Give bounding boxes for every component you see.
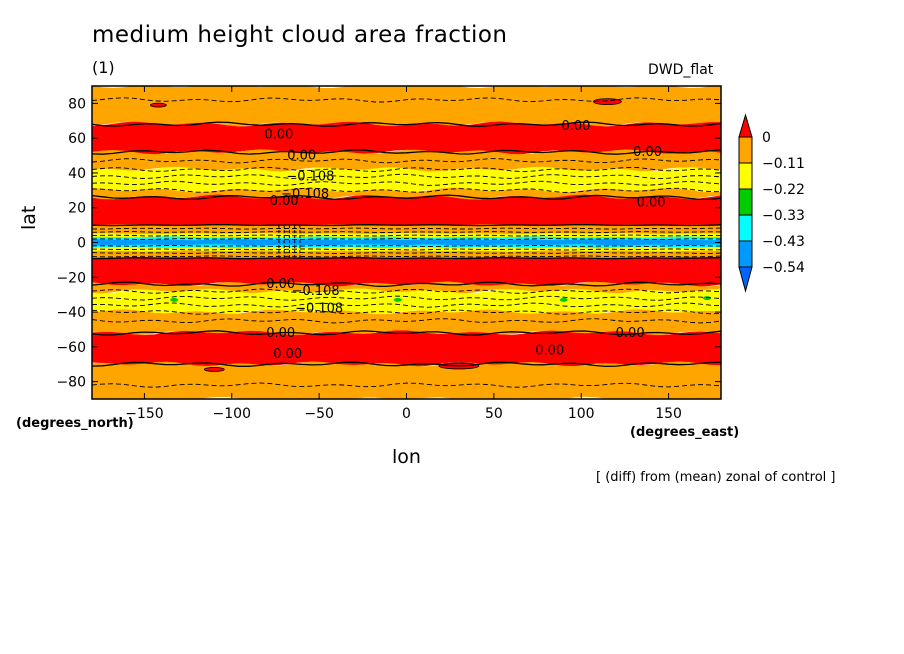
- y-tick-label: 20: [68, 201, 86, 217]
- contour-label: −0.108: [292, 284, 340, 299]
- chart-subtitle: (1): [92, 58, 115, 77]
- contour-label: 0.00: [266, 326, 295, 341]
- x-tick-label: 50: [485, 406, 503, 422]
- colorbar-label: 0: [762, 130, 771, 146]
- band-9: [92, 239, 721, 246]
- contour-line: [92, 252, 721, 254]
- colorbar: 0 −0.11 −0.22 −0.33 −0.43 −0.54: [738, 113, 805, 293]
- y-tick-label: 80: [68, 96, 86, 112]
- green-speck: [393, 297, 402, 302]
- x-tick-label: −50: [304, 406, 334, 422]
- y-axis-units: (degrees_north): [16, 416, 134, 431]
- colorbar-label: −0.54: [762, 260, 805, 276]
- contour-line: [92, 330, 721, 336]
- x-tick-label: 150: [655, 406, 682, 422]
- band-17: [92, 330, 721, 367]
- contour-line: [92, 121, 721, 127]
- contour-line: [92, 309, 721, 315]
- contour-label: −0.108: [281, 187, 329, 202]
- contour-line: [92, 382, 721, 388]
- colorbar-segment: [738, 240, 753, 268]
- y-tick-label: −80: [56, 375, 86, 391]
- contour-line: [92, 180, 721, 186]
- contour-label: 0.00: [535, 343, 564, 358]
- band-3: [92, 166, 721, 193]
- contour-line: [92, 149, 721, 155]
- contour-line: [92, 223, 721, 227]
- green-speck: [559, 297, 568, 302]
- y-tick-label: 0: [77, 236, 86, 252]
- y-tick-label: −60: [56, 340, 86, 356]
- contour-label: 0.00: [287, 149, 316, 164]
- contour-label: 0.00: [616, 326, 645, 341]
- x-tick-label: 100: [568, 406, 595, 422]
- contour-label: 0.00: [270, 194, 299, 209]
- colorbar-segment: [738, 188, 753, 216]
- contour-line: [92, 187, 721, 193]
- contour-label: 0.00: [633, 145, 662, 160]
- band-13: [92, 257, 721, 287]
- y-tick-label: 60: [68, 131, 86, 147]
- contour-label: 0.00: [637, 196, 666, 211]
- x-tick-label: −100: [213, 406, 251, 422]
- x-axis-units: (degrees_east): [630, 425, 740, 440]
- contour-line: [92, 302, 721, 308]
- red-patch: [149, 102, 167, 108]
- contour-line: [92, 158, 721, 164]
- contour-label: −0.108: [295, 302, 343, 317]
- x-axis-label: lon: [392, 446, 421, 468]
- colorbar-bottom-arrow: [738, 266, 753, 293]
- contour-line: [92, 231, 721, 233]
- colorbar-label: −0.33: [762, 208, 805, 224]
- contour-label: 0.00: [266, 277, 295, 292]
- contour-line: [92, 257, 721, 260]
- contour-detail-layer: [149, 98, 712, 372]
- colorbar-label: −0.43: [762, 234, 805, 250]
- green-speck: [170, 297, 179, 302]
- contour-line: [92, 248, 721, 251]
- contour-label: 0.00: [562, 119, 591, 134]
- colorbar-label: −0.22: [762, 182, 805, 198]
- x-tick-label: −150: [125, 406, 163, 422]
- y-tick-label: −40: [56, 305, 86, 321]
- contour-line: [92, 234, 721, 237]
- contour-line: [92, 245, 721, 247]
- green-speck: [703, 296, 712, 301]
- colorbar-segment: [738, 214, 753, 242]
- contour-line: [92, 281, 721, 288]
- contour-lines: [92, 97, 721, 388]
- contour-line: [92, 295, 721, 301]
- contour-label: 0.00: [264, 128, 293, 143]
- contour-label: 0.00: [273, 347, 302, 362]
- y-tick-label: −20: [56, 270, 86, 286]
- x-tick-label: 0: [402, 406, 411, 422]
- contour-line: [92, 173, 721, 180]
- contour-line: [92, 97, 721, 103]
- x-axis-ticks: −150 −100 −50 0 50 100 150: [125, 86, 682, 422]
- contour-line: [92, 255, 721, 258]
- contour-label: −0.108: [286, 169, 334, 184]
- contour-line: [92, 194, 721, 201]
- red-patch: [203, 367, 225, 372]
- colorbar-segment: [738, 136, 753, 164]
- contour-line: [92, 318, 721, 324]
- y-tick-label: 40: [68, 166, 86, 182]
- model-name: DWD_flat: [648, 62, 714, 78]
- colorbar-segment: [738, 162, 753, 190]
- y-axis-ticks: 80 60 40 20 0 −20 −40 −60 −80: [56, 96, 721, 391]
- filled-contour-layer: [92, 86, 721, 399]
- contour-line: [92, 227, 721, 230]
- colorbar-top-arrow: [738, 113, 753, 138]
- contour-line: [92, 288, 721, 294]
- chart-title: medium height cloud area fraction: [92, 22, 508, 48]
- colorbar-label: −0.11: [762, 156, 805, 172]
- contour-line: [92, 361, 721, 368]
- contour-line: [92, 166, 721, 173]
- contour-line: [92, 238, 721, 240]
- footnote: [ (diff) from (mean) zonal of control ]: [596, 470, 836, 485]
